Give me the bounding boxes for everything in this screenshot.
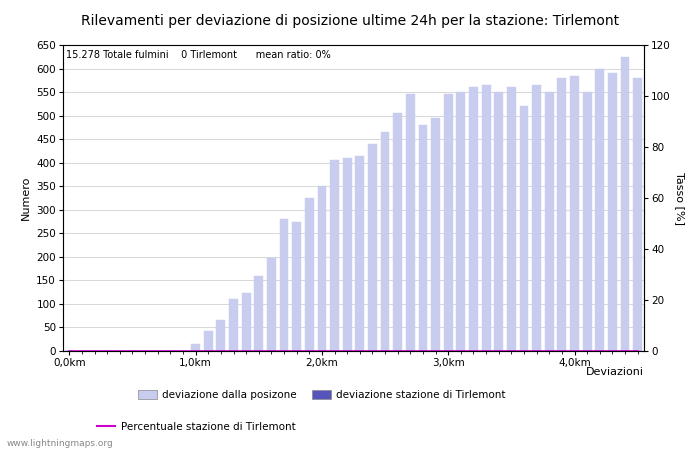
Text: Rilevamenti per deviazione di posizione ultime 24h per la stazione: Tirlemont: Rilevamenti per deviazione di posizione … bbox=[81, 14, 619, 27]
Bar bbox=[570, 76, 579, 351]
Bar bbox=[267, 258, 276, 351]
Bar bbox=[241, 293, 251, 351]
Bar bbox=[582, 92, 592, 351]
Bar bbox=[406, 94, 415, 351]
Bar bbox=[229, 299, 238, 351]
Bar bbox=[204, 331, 213, 351]
Bar bbox=[608, 73, 617, 351]
Bar bbox=[318, 186, 326, 351]
Text: 15.278 Totale fulmini    0 Tirlemont      mean ratio: 0%: 15.278 Totale fulmini 0 Tirlemont mean r… bbox=[66, 50, 330, 59]
Bar bbox=[621, 57, 629, 351]
Legend: Percentuale stazione di Tirlemont: Percentuale stazione di Tirlemont bbox=[92, 417, 300, 436]
Bar bbox=[292, 221, 301, 351]
Bar bbox=[494, 92, 503, 351]
Bar bbox=[254, 276, 263, 351]
Bar bbox=[444, 94, 453, 351]
Bar bbox=[368, 144, 377, 351]
Text: www.lightningmaps.org: www.lightningmaps.org bbox=[7, 439, 113, 448]
Bar bbox=[356, 156, 364, 351]
Bar bbox=[381, 132, 389, 351]
Bar bbox=[305, 198, 314, 351]
Bar bbox=[634, 78, 642, 351]
Bar bbox=[557, 78, 566, 351]
Bar bbox=[532, 85, 541, 351]
Bar bbox=[191, 344, 200, 351]
Bar bbox=[279, 219, 288, 351]
Bar bbox=[431, 118, 440, 351]
Bar bbox=[456, 92, 466, 351]
Bar bbox=[419, 125, 428, 351]
Y-axis label: Numero: Numero bbox=[21, 176, 31, 220]
Legend: deviazione dalla posizone, deviazione stazione di Tirlemont: deviazione dalla posizone, deviazione st… bbox=[134, 386, 510, 404]
Bar bbox=[469, 87, 478, 351]
Bar bbox=[545, 92, 554, 351]
Bar bbox=[343, 158, 351, 351]
Bar bbox=[482, 85, 491, 351]
Bar bbox=[216, 320, 225, 351]
Bar bbox=[519, 106, 528, 351]
Y-axis label: Tasso [%]: Tasso [%] bbox=[675, 171, 685, 225]
Bar bbox=[596, 68, 604, 351]
Bar bbox=[507, 87, 516, 351]
Text: Deviazioni: Deviazioni bbox=[586, 367, 644, 377]
Bar bbox=[330, 160, 339, 351]
Bar bbox=[393, 113, 402, 351]
